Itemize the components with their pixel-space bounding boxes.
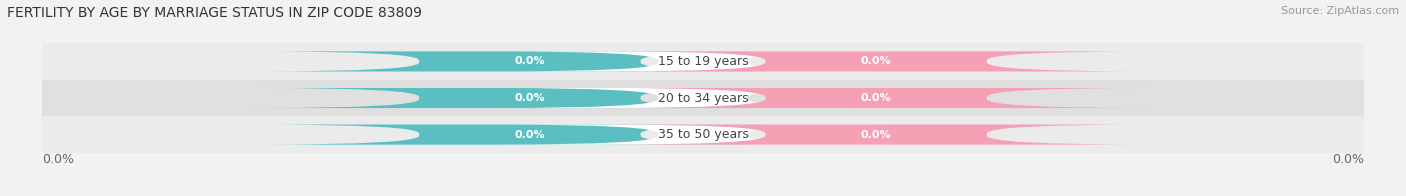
Text: 35 to 50 years: 35 to 50 years xyxy=(658,128,748,141)
FancyBboxPatch shape xyxy=(256,124,804,145)
Text: 0.0%: 0.0% xyxy=(860,56,891,66)
FancyBboxPatch shape xyxy=(602,51,1150,72)
FancyBboxPatch shape xyxy=(256,51,804,72)
Text: 20 to 34 years: 20 to 34 years xyxy=(658,92,748,104)
Text: 0.0%: 0.0% xyxy=(860,130,891,140)
Text: 0.0%: 0.0% xyxy=(42,153,75,166)
Text: Source: ZipAtlas.com: Source: ZipAtlas.com xyxy=(1281,6,1399,16)
Bar xyxy=(42,80,1364,116)
Text: 0.0%: 0.0% xyxy=(515,93,546,103)
Text: 0.0%: 0.0% xyxy=(1331,153,1364,166)
Text: FERTILITY BY AGE BY MARRIAGE STATUS IN ZIP CODE 83809: FERTILITY BY AGE BY MARRIAGE STATUS IN Z… xyxy=(7,6,422,20)
Text: 0.0%: 0.0% xyxy=(515,130,546,140)
FancyBboxPatch shape xyxy=(495,88,911,108)
Bar xyxy=(42,116,1364,153)
FancyBboxPatch shape xyxy=(256,88,804,108)
Text: 15 to 19 years: 15 to 19 years xyxy=(658,55,748,68)
FancyBboxPatch shape xyxy=(602,88,1150,108)
Text: 0.0%: 0.0% xyxy=(515,56,546,66)
FancyBboxPatch shape xyxy=(495,124,911,145)
FancyBboxPatch shape xyxy=(602,124,1150,145)
Text: 0.0%: 0.0% xyxy=(860,93,891,103)
Bar xyxy=(42,43,1364,80)
FancyBboxPatch shape xyxy=(495,51,911,72)
Legend: Married, Unmarried: Married, Unmarried xyxy=(612,192,794,196)
